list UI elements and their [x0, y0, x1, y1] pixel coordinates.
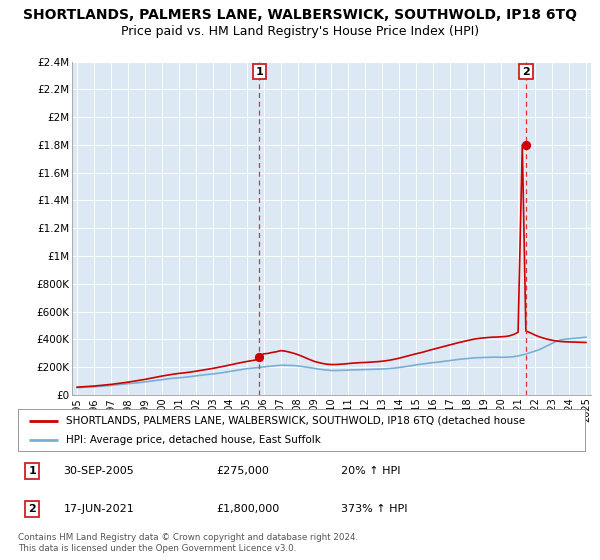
- Text: 1: 1: [256, 67, 263, 77]
- Text: 1: 1: [28, 466, 36, 476]
- Text: £275,000: £275,000: [217, 466, 269, 476]
- Text: 20% ↑ HPI: 20% ↑ HPI: [341, 466, 401, 476]
- Text: 373% ↑ HPI: 373% ↑ HPI: [341, 504, 407, 514]
- Text: 2: 2: [522, 67, 530, 77]
- Text: Price paid vs. HM Land Registry's House Price Index (HPI): Price paid vs. HM Land Registry's House …: [121, 25, 479, 38]
- Text: 30-SEP-2005: 30-SEP-2005: [64, 466, 134, 476]
- Text: SHORTLANDS, PALMERS LANE, WALBERSWICK, SOUTHWOLD, IP18 6TQ (detached house: SHORTLANDS, PALMERS LANE, WALBERSWICK, S…: [66, 416, 526, 426]
- Text: 2: 2: [28, 504, 36, 514]
- Text: SHORTLANDS, PALMERS LANE, WALBERSWICK, SOUTHWOLD, IP18 6TQ: SHORTLANDS, PALMERS LANE, WALBERSWICK, S…: [23, 8, 577, 22]
- Text: HPI: Average price, detached house, East Suffolk: HPI: Average price, detached house, East…: [66, 435, 321, 445]
- Text: 17-JUN-2021: 17-JUN-2021: [64, 504, 134, 514]
- Text: £1,800,000: £1,800,000: [217, 504, 280, 514]
- Point: [521, 141, 530, 150]
- Point: [254, 352, 264, 361]
- Text: Contains HM Land Registry data © Crown copyright and database right 2024.
This d: Contains HM Land Registry data © Crown c…: [18, 533, 358, 553]
